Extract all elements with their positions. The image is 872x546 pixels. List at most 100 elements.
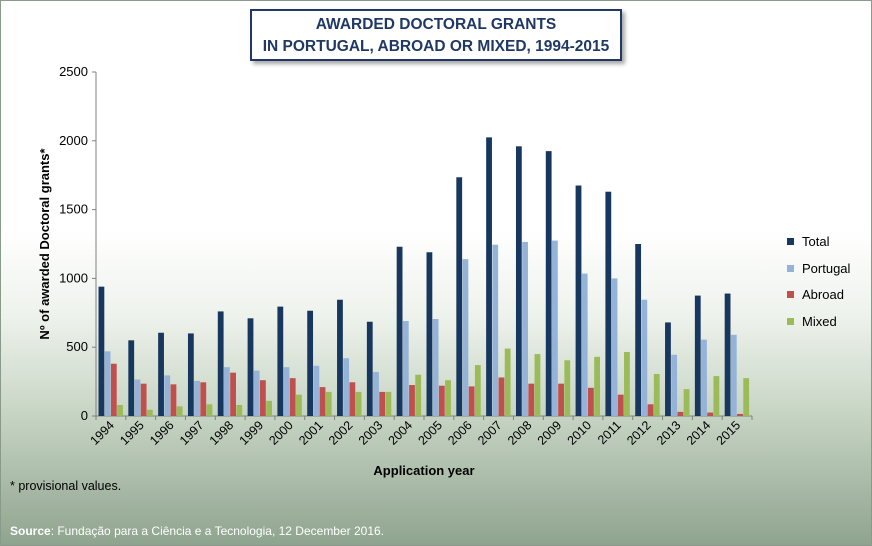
- x-axis: 1994 1995 1996 1997 1998 1999 2000 2001 2002 2003…: [87, 415, 753, 448]
- bar-mixed-1994: [117, 404, 123, 416]
- bar-mixed-2013: [683, 389, 690, 416]
- x-tick-label: 1994: [87, 418, 117, 448]
- legend-item-abroad: Abroad: [787, 287, 844, 303]
- bar-total-2008: [515, 146, 522, 416]
- bar-total-2005: [426, 252, 433, 416]
- x-tick-label: 2013: [654, 418, 684, 448]
- bar-abroad-2002: [349, 382, 356, 416]
- bar-total-2003: [366, 321, 373, 416]
- source-text: : Fundação para a Ciência e a Tecnologia…: [50, 524, 385, 538]
- x-tick-label: 1995: [117, 418, 147, 448]
- legend-swatch: [787, 291, 794, 299]
- bar-portugal-2012: [641, 299, 648, 416]
- footnote: * provisional values.: [10, 479, 122, 493]
- bar-abroad-2008: [528, 383, 535, 416]
- bar-portugal-2005: [432, 318, 439, 416]
- bar-mixed-2000: [296, 394, 302, 416]
- x-tick-label: 2005: [415, 418, 445, 448]
- legend-label: Abroad: [802, 287, 844, 302]
- x-tick-label: 1997: [177, 418, 207, 448]
- bar-portugal-2003: [373, 371, 379, 416]
- bar-total-1995: [128, 340, 135, 416]
- x-tick-label: 2012: [624, 418, 654, 448]
- bar-abroad-2010: [588, 387, 594, 416]
- bar-total-2006: [456, 177, 463, 416]
- bar-total-2012: [635, 244, 642, 416]
- x-tick-label: 2004: [386, 418, 416, 448]
- bar-abroad-2005: [438, 385, 445, 416]
- bar-portugal-2015: [730, 334, 737, 416]
- y-axis-label: Nº of awarded Doctoral grants*: [37, 148, 52, 340]
- x-tick-label: 2006: [445, 418, 475, 448]
- bar-portugal-2002: [343, 358, 350, 416]
- bar-abroad-2003: [379, 391, 386, 416]
- bar-abroad-2011: [617, 394, 624, 416]
- x-tick-label: 2001: [296, 418, 326, 448]
- bar-portugal-1998: [223, 367, 230, 416]
- bar-abroad-2006: [468, 386, 475, 416]
- bar-abroad-1996: [170, 384, 177, 416]
- bar-mixed-1999: [266, 400, 272, 416]
- bar-abroad-1994: [110, 363, 117, 416]
- legend-label: Mixed: [802, 314, 837, 329]
- bar-portugal-2000: [283, 367, 290, 416]
- bar-total-2013: [665, 322, 671, 416]
- x-tick-label: 1996: [147, 418, 177, 448]
- x-tick-label: 2000: [266, 418, 296, 448]
- bar-mixed-1995: [146, 409, 153, 416]
- bar-total-2015: [724, 293, 731, 416]
- y-tick-label: 500: [66, 339, 88, 354]
- y-tick-label: 2000: [59, 133, 88, 148]
- x-tick-label: 2009: [535, 418, 565, 448]
- bars: [98, 137, 750, 417]
- bar-abroad-2001: [319, 387, 326, 416]
- bar-abroad-2013: [677, 411, 684, 416]
- bar-abroad-1995: [140, 383, 147, 416]
- x-tick-label: 2007: [475, 418, 505, 448]
- x-axis-label: Application year: [373, 463, 474, 478]
- bar-mixed-2012: [653, 374, 660, 416]
- chart-title-line-1: AWARDED DOCTORAL GRANTS: [315, 16, 557, 33]
- bar-mixed-2010: [594, 356, 600, 416]
- chart-title: AWARDED DOCTORAL GRANTS IN PORTUGAL, ABR…: [250, 9, 622, 61]
- x-tick-label: 2015: [714, 418, 744, 448]
- bar-portugal-1995: [134, 379, 141, 416]
- bar-portugal-2006: [462, 259, 469, 416]
- bar-total-2000: [277, 306, 284, 416]
- x-tick-label: 2008: [505, 418, 535, 448]
- legend-item-portugal: Portugal: [787, 261, 850, 277]
- bar-abroad-2007: [498, 377, 505, 416]
- bar-mixed-2008: [534, 354, 541, 416]
- bar-mixed-1998: [236, 404, 243, 416]
- bar-mixed-2005: [445, 380, 451, 416]
- bar-abroad-1999: [260, 380, 266, 416]
- bar-portugal-2004: [402, 321, 409, 416]
- bar-total-1997: [187, 333, 194, 416]
- bar-mixed-2001: [325, 391, 332, 416]
- y-tick-label: 1000: [59, 270, 88, 285]
- bar-mixed-2002: [355, 391, 362, 416]
- bar-portugal-1994: [104, 351, 111, 416]
- bar-abroad-2015: [737, 413, 743, 416]
- bar-mixed-2011: [624, 352, 630, 416]
- chart-title-line-2: IN PORTUGAL, ABROAD OR MIXED, 1994-2015: [262, 38, 610, 55]
- bar-portugal-1997: [194, 380, 200, 416]
- bar-portugal-2010: [581, 273, 588, 416]
- bar-total-2002: [337, 299, 343, 416]
- bar-total-1999: [247, 318, 254, 416]
- bar-total-2007: [486, 137, 492, 417]
- bar-mixed-2009: [564, 360, 571, 416]
- bar-total-2001: [307, 310, 314, 416]
- bar-mixed-2007: [504, 348, 511, 416]
- y-tick-label: 1500: [59, 202, 88, 217]
- bar-abroad-2004: [409, 385, 415, 416]
- bar-portugal-2014: [701, 339, 707, 416]
- x-tick-label: 2011: [595, 418, 624, 447]
- bar-mixed-2014: [713, 376, 720, 416]
- bar-abroad-2009: [558, 383, 564, 416]
- bar-portugal-1996: [164, 375, 171, 416]
- bar-total-1998: [217, 311, 224, 416]
- x-tick-label: 1999: [237, 418, 267, 448]
- bar-total-2009: [545, 151, 552, 416]
